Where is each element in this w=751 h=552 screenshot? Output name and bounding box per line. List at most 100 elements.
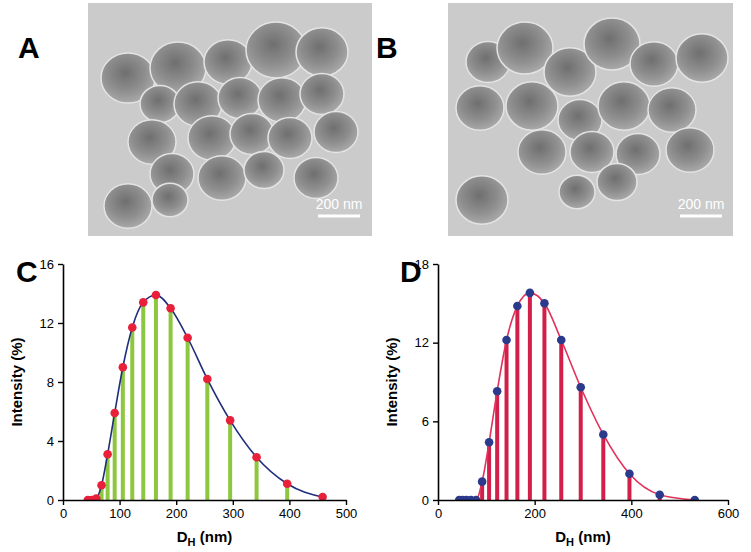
particle: [456, 86, 504, 131]
line: [88, 295, 323, 500]
tick-mark: [433, 264, 438, 265]
marker: [252, 453, 261, 462]
tick: 400: [279, 500, 301, 521]
plot-area: [83, 291, 326, 500]
particle: [268, 118, 312, 159]
particle: [598, 82, 650, 130]
particle: [676, 34, 728, 82]
bar: [255, 457, 259, 500]
marker: [152, 291, 161, 300]
bar: [579, 387, 583, 500]
micrograph-background: [88, 3, 372, 236]
particle: [300, 74, 344, 115]
tick-label: 0: [435, 506, 442, 521]
bar: [130, 327, 134, 500]
x-axis: 0200400600: [435, 500, 739, 521]
tick-mark: [433, 342, 438, 343]
text-run: (nm): [196, 528, 233, 545]
tick-label: 300: [222, 506, 244, 521]
y-axis-title: Intensity (%): [383, 337, 400, 426]
tick: 0: [47, 493, 63, 508]
tick: 8: [47, 375, 63, 390]
bar: [542, 303, 546, 500]
axis-line: [439, 500, 729, 502]
panel-label: C: [16, 255, 38, 288]
tick-label: 200: [166, 506, 188, 521]
tick-label: 0: [422, 493, 429, 508]
tick-label: 4: [47, 434, 54, 449]
panel-label: D: [400, 255, 422, 288]
tick-mark: [631, 500, 632, 505]
bar: [154, 295, 158, 500]
marker: [540, 299, 549, 308]
tick-mark: [346, 500, 347, 505]
marker: [655, 490, 664, 499]
tick-label: 100: [109, 506, 131, 521]
bar: [601, 434, 605, 500]
tick-mark: [728, 500, 729, 505]
particle: [456, 176, 508, 224]
marker: [599, 430, 608, 439]
marker: [92, 494, 101, 500]
marker: [493, 387, 502, 396]
subscript: H: [188, 536, 196, 548]
particle: [104, 184, 152, 229]
tick: 6: [422, 414, 438, 429]
tick-mark: [433, 421, 438, 422]
tick-mark: [534, 500, 535, 505]
tick: 0: [422, 493, 438, 508]
tick-mark: [58, 500, 63, 501]
tick: 200: [166, 500, 188, 521]
bar: [169, 308, 173, 500]
tick: 12: [40, 316, 63, 331]
y-axis-title: Intensity (%): [8, 337, 25, 426]
text-run: D: [555, 528, 566, 545]
x-axis: 0100200300400500: [60, 500, 357, 521]
tick: 100: [109, 500, 131, 521]
particle: [648, 88, 696, 133]
tick-mark: [233, 500, 234, 505]
scale-bar-label: 200 nm: [316, 196, 363, 212]
marker: [283, 479, 292, 488]
tick-label: 500: [336, 506, 358, 521]
panel-label: A: [18, 31, 40, 64]
bar: [228, 420, 232, 500]
particle: [198, 156, 246, 201]
particle: [244, 151, 284, 188]
marker: [97, 481, 106, 490]
micrograph: 200 nm: [448, 3, 733, 236]
tick: 400: [621, 500, 643, 521]
tick-label: 16: [40, 257, 54, 272]
micrograph: 200 nm: [88, 3, 372, 236]
bar: [113, 413, 117, 500]
bar: [186, 338, 190, 500]
micrograph-background: [448, 3, 733, 236]
tick-label: 200: [524, 506, 546, 521]
axis-line: [438, 265, 440, 501]
tick-mark: [289, 500, 290, 505]
marker: [526, 289, 535, 298]
x-axis-title: DH (nm): [555, 528, 610, 548]
tick: 300: [222, 500, 244, 521]
tick-mark: [438, 500, 439, 505]
scale-bar-label: 200 nm: [678, 196, 725, 212]
particle: [314, 112, 358, 153]
tick-mark: [63, 500, 64, 505]
bar: [141, 302, 145, 500]
tick: 16: [40, 257, 63, 272]
marker: [690, 496, 699, 500]
marker: [226, 416, 235, 425]
marker: [103, 450, 112, 459]
bar: [205, 379, 209, 500]
subscript: H: [566, 536, 574, 548]
particle: [559, 175, 595, 208]
tick: 12: [415, 335, 438, 350]
particle: [258, 78, 306, 123]
tick-mark: [58, 264, 63, 265]
tick-mark: [58, 323, 63, 324]
particle: [152, 183, 188, 216]
line: [459, 293, 695, 500]
marker: [472, 496, 481, 500]
marker: [557, 336, 566, 345]
tick-label: 0: [47, 493, 54, 508]
